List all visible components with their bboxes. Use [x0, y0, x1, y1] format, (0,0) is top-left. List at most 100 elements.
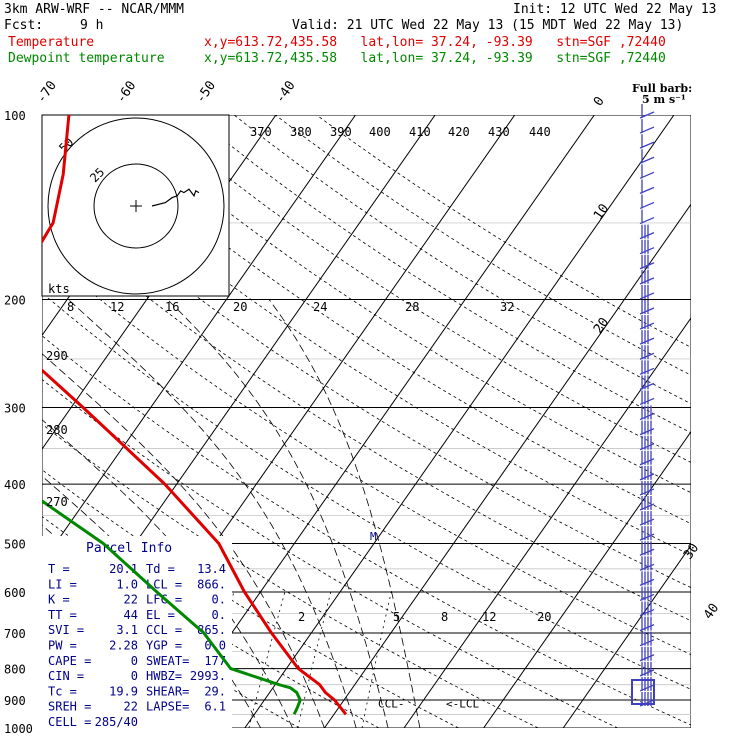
parcel-info-label: SHEAR=	[146, 684, 189, 698]
hodograph-ring-50	[47, 117, 225, 295]
theta-label: 440	[529, 125, 551, 139]
pressure-tick-label: 500	[4, 537, 26, 551]
theta-label: 430	[488, 125, 510, 139]
wind-barb	[639, 360, 655, 375]
temperature-profile-line	[42, 115, 348, 716]
wind-barb	[639, 239, 655, 255]
parcel-info-label: CIN =	[48, 669, 84, 683]
moist-adiabat-label: 32	[500, 300, 514, 314]
wind-barb	[639, 450, 655, 466]
hodograph-ring-25	[93, 163, 179, 249]
moist-adiabat-label: 16	[165, 300, 179, 314]
moist-adiabat	[68, 299, 357, 728]
wind-barb	[639, 300, 655, 315]
isotherm-line	[483, 430, 691, 728]
wind-barb	[639, 601, 655, 617]
pressure-tick-label: 200	[4, 294, 26, 308]
hodograph-unit-label: kts	[48, 282, 70, 296]
wind-barb	[639, 330, 655, 345]
parcel-info-value: 19.9	[109, 684, 138, 698]
parcel-info-value: 20.1	[109, 562, 138, 576]
parcel-info-value: 2993.	[190, 669, 226, 683]
temperature-tick-label: -50	[193, 78, 219, 106]
hodograph-trace	[151, 188, 200, 207]
isotherm-line	[42, 115, 356, 564]
theta-label: 270	[46, 495, 68, 509]
parcel-info-label: HWBZ=	[146, 669, 182, 683]
parcel-info-label: SWEAT=	[146, 654, 189, 668]
wind-barb	[639, 480, 655, 496]
parcel-info-label: PW =	[48, 639, 77, 653]
dewpoint-legend: Dewpoint temperature	[8, 51, 165, 66]
mixing-ratio-line	[248, 591, 286, 728]
temperature-tick-label: -40	[273, 78, 299, 106]
wind-barb	[639, 465, 655, 481]
pressure-tick-label: 100	[4, 109, 26, 123]
wind-barb	[639, 224, 655, 240]
dry-adiabat	[42, 292, 691, 690]
dry-adiabat	[275, 115, 691, 376]
wind-barb	[639, 390, 655, 406]
mixing-ratio-label: 2	[298, 610, 305, 624]
parcel-info-value: 2.28	[109, 639, 138, 653]
parcel-info-label: Tc =	[48, 684, 77, 698]
theta-label: 410	[409, 125, 431, 139]
wind-barb	[639, 104, 655, 119]
parcel-info-label: LI =	[48, 577, 77, 591]
moist-adiabat-label: 20	[233, 300, 247, 314]
parcel-info-value: 44	[124, 608, 138, 622]
wind-barb	[639, 119, 655, 134]
temperature-tick-label: 30	[681, 541, 702, 562]
wind-legend-unit: 5 m s⁻¹	[642, 93, 686, 106]
parcel-info-label: CAPE =	[48, 654, 91, 668]
moist-adiabat-label: 8	[67, 300, 74, 314]
wind-barb	[639, 375, 655, 390]
parcel-info-value: 3.1	[116, 623, 138, 637]
temperature-tick-label: 40	[701, 601, 722, 622]
wind-barb	[639, 435, 655, 451]
dry-adiabat	[42, 250, 691, 656]
moist-adiabat	[42, 353, 325, 728]
init-time: Init: 12 UTC Wed 22 May 13	[513, 2, 717, 17]
theta-label: 370	[250, 125, 272, 139]
parcel-info-value: 1.0	[116, 577, 138, 591]
wind-barb	[639, 616, 655, 632]
wind-barb	[639, 405, 655, 421]
wind-barb	[639, 179, 655, 194]
dry-adiabat	[192, 115, 691, 434]
lcl-marker: <-LCL	[446, 698, 479, 711]
dry-adiabat	[42, 167, 691, 589]
ccl-marker: CCL-	[378, 698, 405, 711]
dry-adiabat	[42, 378, 618, 728]
temperature-tick-label: 20	[591, 315, 612, 336]
isotherm-line	[403, 317, 691, 728]
parcel-info-value: 22	[124, 700, 138, 714]
parcel-info-label: LAPSE=	[146, 700, 189, 714]
parcel-info-label: EL =	[146, 608, 175, 622]
parcel-info-label: CCL =	[146, 623, 182, 637]
wind-barb	[639, 164, 655, 179]
parcel-info-value: 866.	[197, 577, 226, 591]
moist-adiabat	[268, 299, 421, 728]
isotherm-line	[164, 115, 595, 728]
parcel-info-value: 0	[131, 654, 138, 668]
parcel-info-value: 0	[131, 669, 138, 683]
pressure-tick-label: 400	[4, 478, 26, 492]
moist-adiabat	[167, 299, 389, 728]
dry-adiabat	[151, 115, 691, 463]
parcel-info-label: SVI =	[48, 623, 84, 637]
parcel-info-label: TT =	[48, 608, 77, 622]
valid-time: Valid: 21 UTC Wed 22 May 13 (15 MDT Wed …	[292, 18, 684, 33]
parcel-info-value: 22	[124, 593, 138, 607]
isotherm-line	[562, 544, 691, 728]
temperature-tick-label: -60	[114, 78, 140, 106]
parcel-info-label: LCL =	[146, 577, 182, 591]
moist-adiabat-label: 28	[405, 300, 419, 314]
pressure-tick-label: 300	[4, 401, 26, 415]
theta-label: 290	[46, 349, 68, 363]
mixing-ratio-line	[297, 591, 332, 728]
wind-barb	[639, 661, 655, 677]
parcel-info-value: 0.	[212, 593, 226, 607]
wind-barb	[639, 631, 655, 647]
